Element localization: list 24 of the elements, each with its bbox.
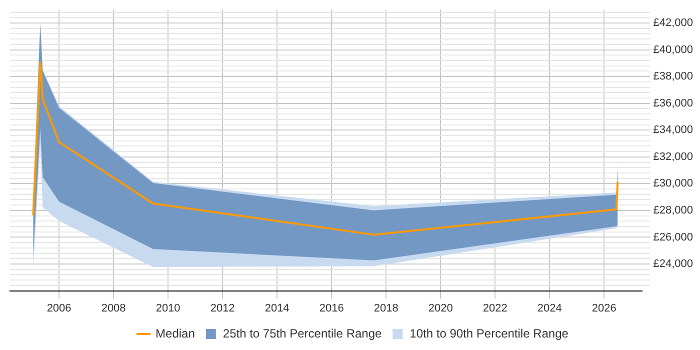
y-tick-label: £40,000 xyxy=(653,44,694,56)
x-tick-label: 2020 xyxy=(428,302,453,314)
x-tick-label: 2026 xyxy=(592,302,616,314)
x-tick-label: 2022 xyxy=(482,302,508,314)
legend-label: 10th to 90th Percentile Range xyxy=(410,326,569,340)
y-tick-label: £30,000 xyxy=(653,178,694,190)
y-tick-label: £36,000 xyxy=(653,97,694,110)
x-tick-label: 2024 xyxy=(537,302,562,314)
y-tick-label: £24,000 xyxy=(653,258,694,270)
y-tick-label: £32,000 xyxy=(653,150,694,163)
x-tick-label: 2014 xyxy=(264,302,290,314)
x-tick-label: 2010 xyxy=(156,302,180,314)
y-tick-label: £28,000 xyxy=(653,204,694,216)
y-tick-label: £38,000 xyxy=(653,70,694,83)
legend-label: 25th to 75th Percentile Range xyxy=(222,326,382,340)
legend-label: Median xyxy=(156,326,195,340)
x-tick-label: 2006 xyxy=(46,302,72,314)
x-tick-label: 2008 xyxy=(101,302,126,314)
y-tick-label: £26,000 xyxy=(653,231,694,244)
x-tick-label: 2018 xyxy=(374,302,398,314)
y-tick-label: £34,000 xyxy=(653,124,694,136)
y-tick-label: £42,000 xyxy=(653,17,694,30)
x-tick-label: 2016 xyxy=(319,302,344,314)
x-tick-label: 2012 xyxy=(210,302,235,314)
